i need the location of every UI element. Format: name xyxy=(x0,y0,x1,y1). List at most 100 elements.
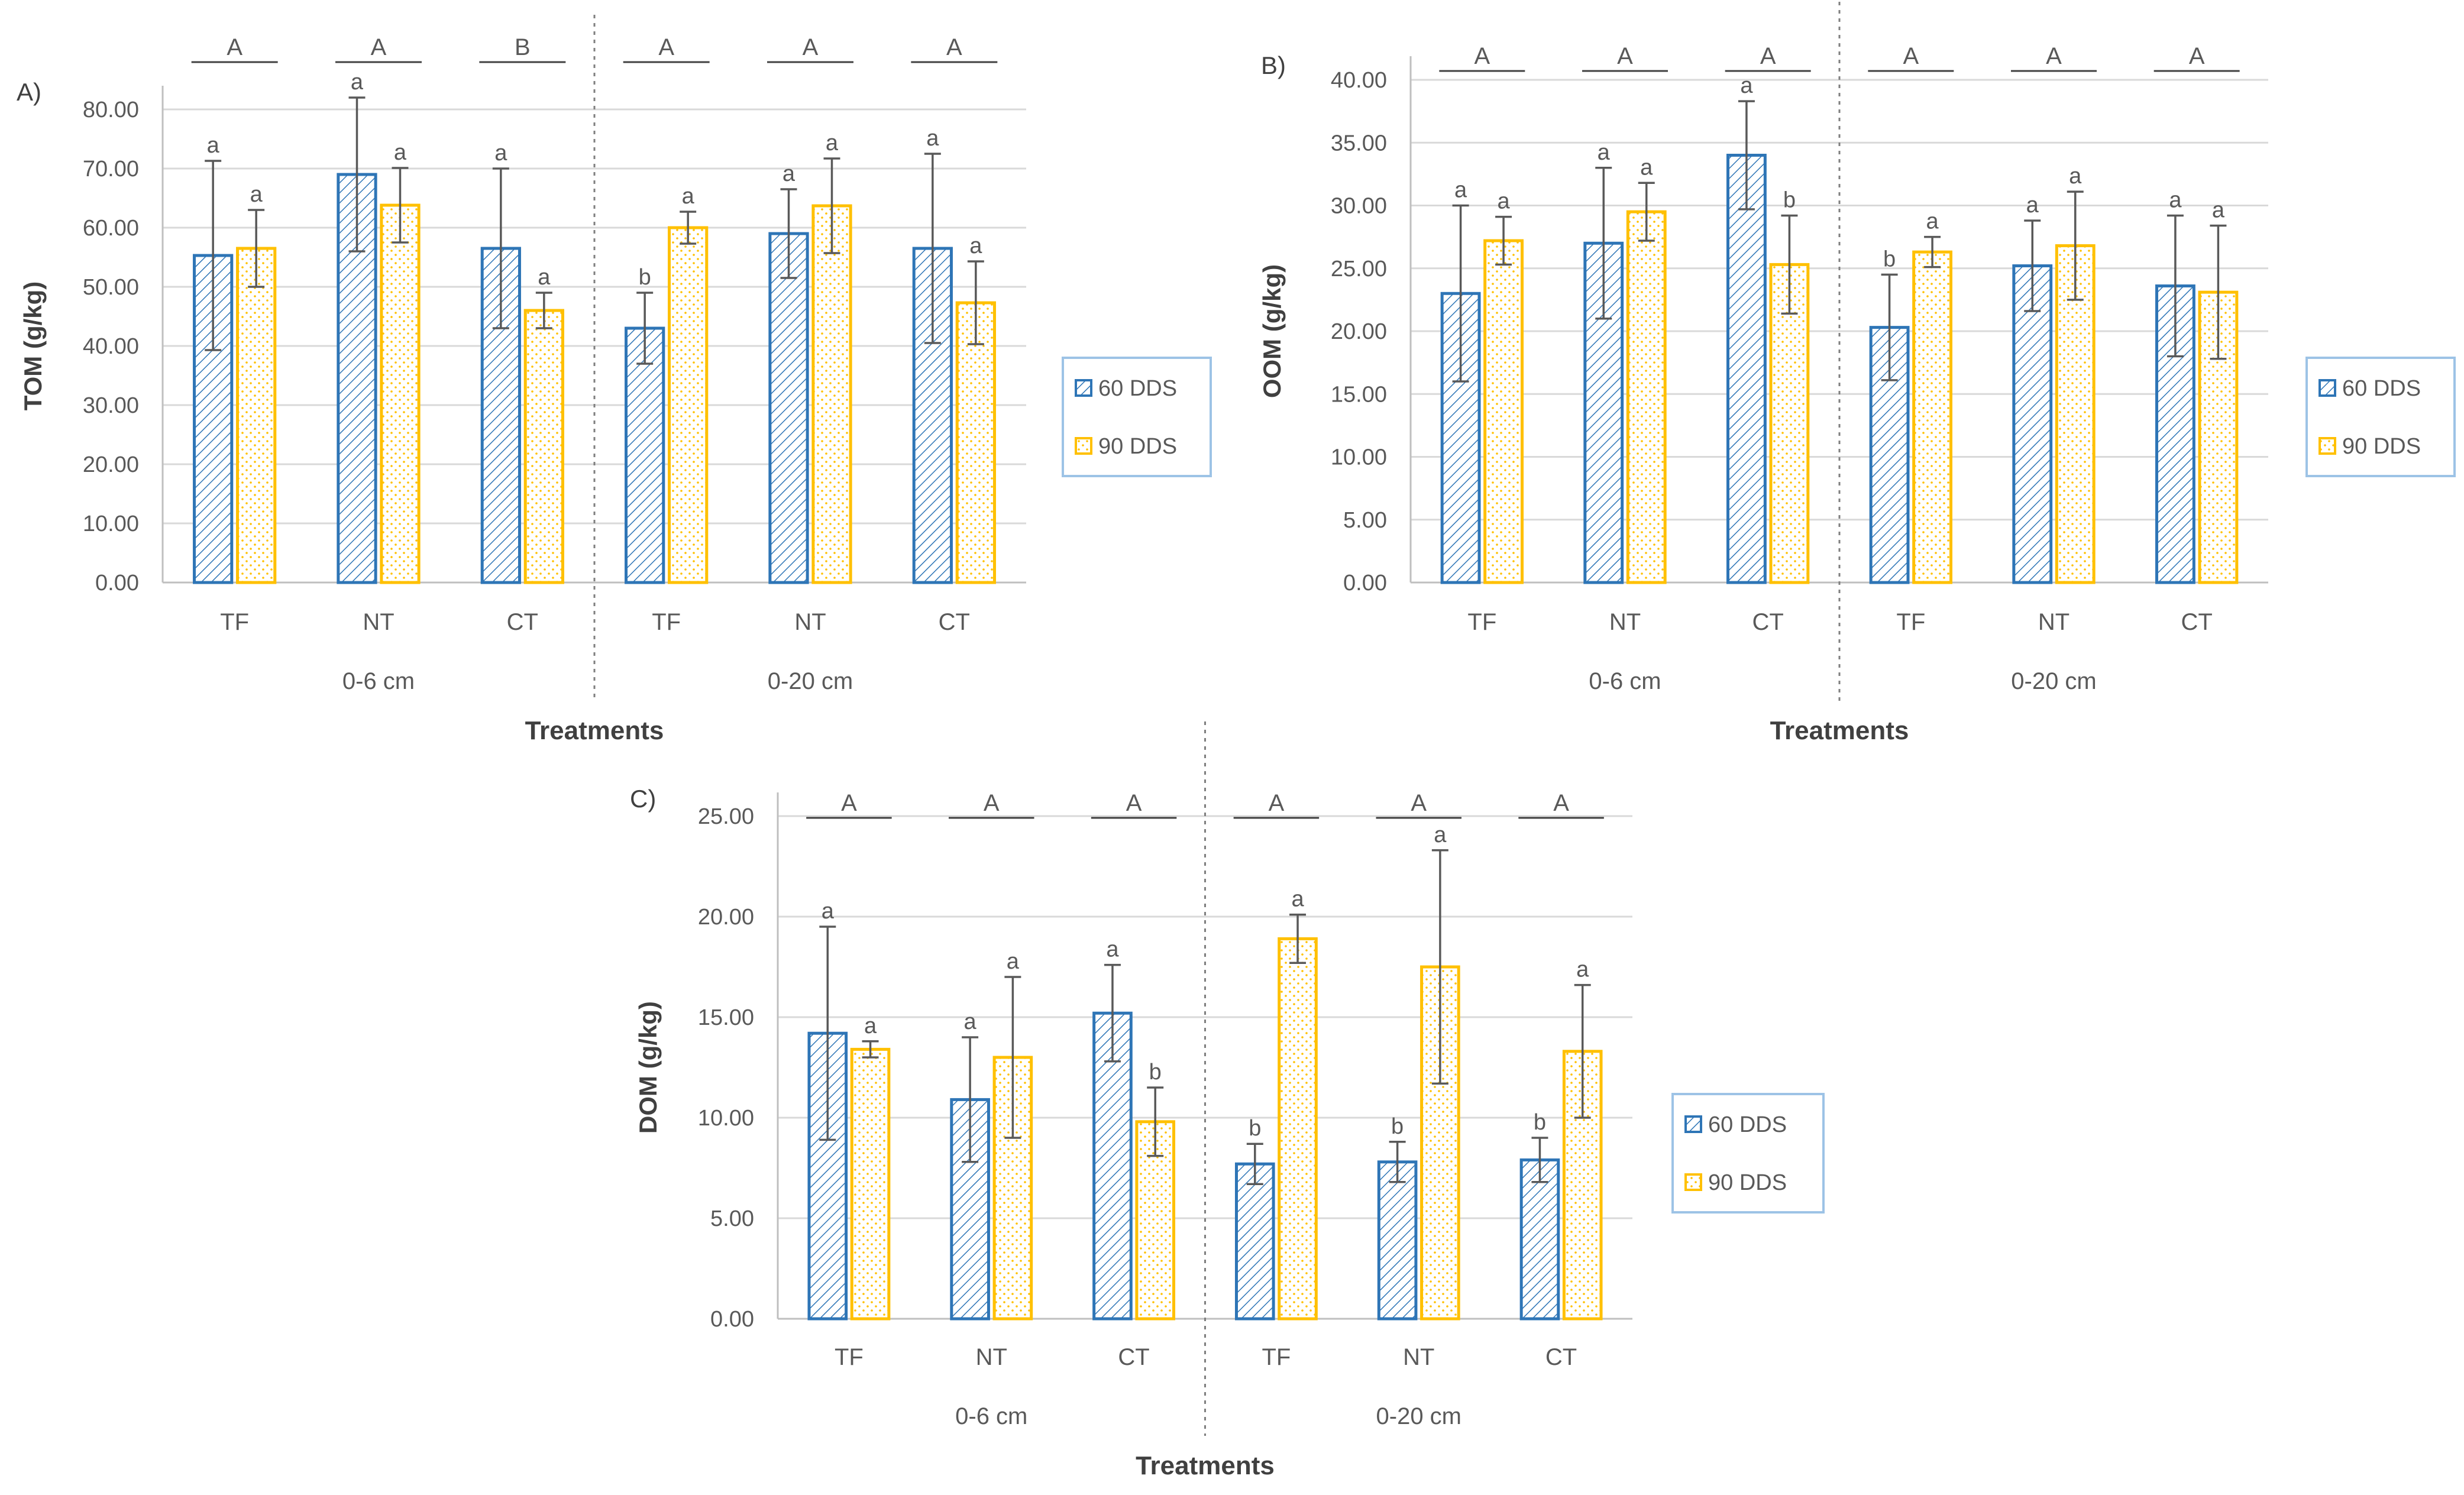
y-tick-label: 15.00 xyxy=(698,1005,754,1030)
y-tick-label: 25.00 xyxy=(698,804,754,829)
x-category-label: TF xyxy=(1896,609,1925,635)
panel-label: B) xyxy=(1261,51,1286,79)
y-tick-label: 20.00 xyxy=(83,452,139,477)
significance-letter: a xyxy=(494,141,507,166)
significance-letter: b xyxy=(1149,1060,1162,1085)
chart-panel-a: 0.00 10.00 20.00 30.00 40.00 50.00 60.00 70.00 8… xyxy=(17,15,1212,745)
bar-60dds xyxy=(1377,1160,1418,1321)
comparison-letter: B xyxy=(515,34,531,60)
significance-letter: b xyxy=(1883,247,1896,271)
significance-letter: a xyxy=(1106,937,1119,962)
legend-box xyxy=(1062,357,1212,477)
significance-letter: a xyxy=(2212,198,2225,223)
comparison-letter: A xyxy=(2046,43,2062,69)
y-tick-label: 50.00 xyxy=(83,275,139,300)
significance-letter: a xyxy=(1498,189,1511,214)
y-tick-label: 15.00 xyxy=(1331,382,1387,407)
bar-90dds xyxy=(1912,250,1953,584)
bar-60dds xyxy=(193,254,234,584)
y-axis-title: OOM (g/kg) xyxy=(1258,264,1286,398)
chart-panel-c: 0.00 5.00 10.00 15.00 20.00 25.00 C) DOM (g/kg)… xyxy=(630,721,1825,1480)
legend: 60 DDS 90 DDS xyxy=(1671,1093,1825,1214)
y-tick-label: 25.00 xyxy=(1331,257,1387,281)
y-tick-label: 0.00 xyxy=(710,1307,754,1332)
legend: 60 DDS 90 DDS xyxy=(2305,357,2456,477)
y-axis-title: TOM (g/kg) xyxy=(19,281,47,411)
legend-swatch-60dds xyxy=(1684,1115,1702,1133)
x-category-label: CT xyxy=(2181,609,2213,635)
y-tick-label: 60.00 xyxy=(83,216,139,241)
bar-90dds xyxy=(668,226,709,584)
significance-letter: a xyxy=(969,234,982,258)
x-category-label: CT xyxy=(507,609,538,635)
x-category-label: NT xyxy=(1403,1344,1434,1370)
group-label: 0-20 cm xyxy=(1376,1403,1462,1429)
comparison-letter: A xyxy=(658,34,674,60)
significance-letter: a xyxy=(538,265,551,290)
comparison-letter: A xyxy=(371,34,387,60)
comparison-letter: A xyxy=(1760,43,1776,69)
x-category-label: TF xyxy=(652,609,681,635)
comparison-letter: A xyxy=(1411,790,1427,816)
legend-swatch-90dds xyxy=(1075,437,1092,455)
comparison-letter: A xyxy=(1126,790,1142,816)
comparison-letter: A xyxy=(227,34,242,60)
significance-letter: a xyxy=(1926,209,1939,234)
x-category-label: NT xyxy=(2038,609,2069,635)
significance-letter: a xyxy=(2069,164,2082,189)
comparison-letter: A xyxy=(1474,43,1490,69)
significance-letter: a xyxy=(926,126,939,151)
y-tick-label: 10.00 xyxy=(83,512,139,536)
significance-letter: a xyxy=(207,133,220,158)
y-tick-label: 20.00 xyxy=(1331,319,1387,344)
legend-swatch-90dds xyxy=(2319,437,2336,455)
legend-swatch-90dds xyxy=(1684,1173,1702,1191)
x-axis-title: Treatments xyxy=(525,716,664,745)
significance-letter: a xyxy=(394,140,407,165)
significance-letter: b xyxy=(1391,1114,1404,1139)
legend-swatch-60dds xyxy=(2319,379,2336,397)
significance-letter: a xyxy=(782,161,796,186)
x-axis-title: Treatments xyxy=(1770,716,1909,745)
y-axis-title: DOM (g/kg) xyxy=(634,1001,662,1134)
x-category-label: NT xyxy=(363,609,394,635)
x-category-label: NT xyxy=(1609,609,1641,635)
y-tick-label: 40.00 xyxy=(1331,68,1387,93)
y-tick-label: 10.00 xyxy=(698,1106,754,1131)
legend-box xyxy=(2305,357,2456,477)
x-category-label: NT xyxy=(794,609,826,635)
significance-letter: a xyxy=(1598,140,1611,165)
x-category-label: NT xyxy=(976,1344,1007,1370)
bar-90dds xyxy=(1626,210,1667,584)
significance-letter: a xyxy=(1740,73,1753,98)
comparison-letter: A xyxy=(1903,43,1919,69)
bar-90dds xyxy=(236,247,277,584)
legend: 60 DDS 90 DDS xyxy=(1062,357,1212,477)
legend-swatch-60dds xyxy=(1075,379,1092,397)
significance-letter: a xyxy=(864,1014,877,1038)
x-category-label: CT xyxy=(1545,1344,1577,1370)
comparison-letter: A xyxy=(946,34,962,60)
bar-90dds xyxy=(811,204,852,584)
group-label: 0-20 cm xyxy=(2011,668,2097,694)
y-tick-label: 20.00 xyxy=(698,905,754,930)
bar-60dds xyxy=(1519,1158,1560,1321)
significance-letter: a xyxy=(822,899,835,924)
group-label: 0-6 cm xyxy=(1589,668,1661,694)
legend-label: 90 DDS xyxy=(1098,434,1177,459)
y-tick-label: 70.00 xyxy=(83,157,139,182)
legend-label: 90 DDS xyxy=(2342,434,2421,459)
bar-90dds xyxy=(1483,239,1524,584)
y-tick-label: 40.00 xyxy=(83,334,139,359)
significance-letter: b xyxy=(1534,1110,1546,1135)
bar-90dds xyxy=(380,203,421,584)
x-category-label: TF xyxy=(1262,1344,1291,1370)
group-label: 0-6 cm xyxy=(955,1403,1027,1429)
legend-label: 90 DDS xyxy=(1708,1170,1787,1195)
legend-box xyxy=(1671,1093,1825,1214)
significance-letter: a xyxy=(1640,155,1653,180)
significance-letter: a xyxy=(250,182,263,207)
significance-letter: a xyxy=(351,70,364,95)
y-tick-label: 0.00 xyxy=(95,571,139,596)
